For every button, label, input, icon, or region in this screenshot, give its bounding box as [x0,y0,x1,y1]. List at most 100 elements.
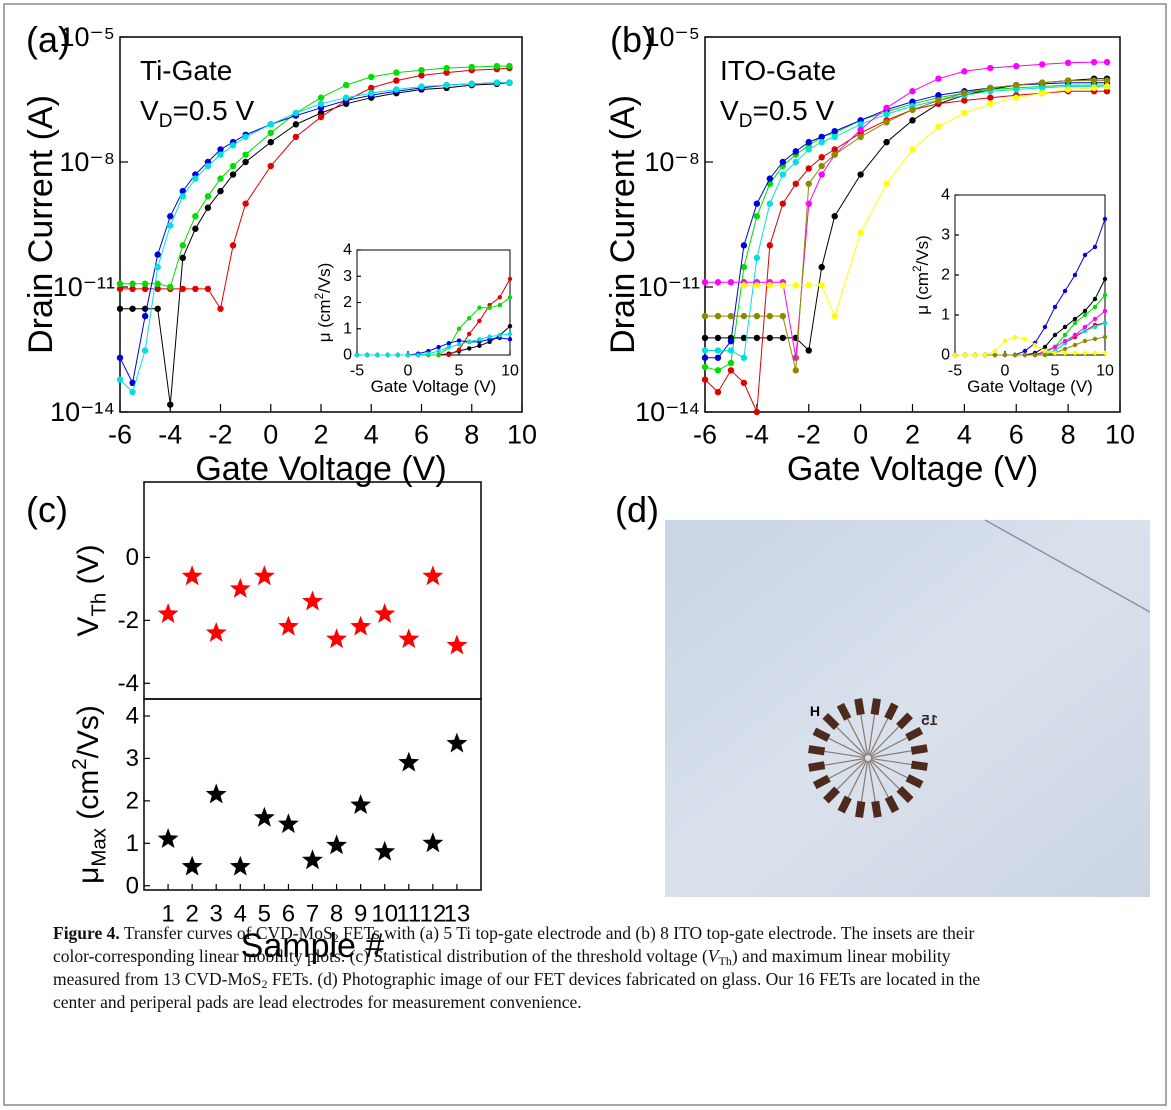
data-point [1038,89,1046,97]
electrode-wire [870,757,912,766]
data-point [1038,84,1046,92]
series-line [120,67,510,311]
caption-line: color-corresponding linear mobility plot… [53,945,980,968]
data-point [701,279,709,286]
caption-label: Figure 4. [53,923,120,943]
data-point [497,302,502,308]
data-point [1013,81,1020,89]
data-point [446,352,451,358]
data-point [317,100,325,107]
data-point [792,354,799,361]
data-point [992,352,998,358]
data-point [961,97,968,104]
data-point [753,334,761,342]
data-point [701,363,709,371]
axis-title-part: μ [72,867,105,884]
star-marker [157,603,179,623]
data-point [1092,336,1098,342]
data-point [1062,288,1068,294]
series-line [119,82,510,394]
x-axis-title: Sample # [241,927,385,965]
plot-frame [954,194,1106,356]
y-tick-label: 4 [126,702,139,729]
data-point [242,151,249,158]
data-point [1103,83,1111,90]
data-point [1042,344,1048,350]
data-point [740,354,748,361]
data-point [507,337,513,342]
data-point [354,352,360,358]
data-point [935,92,942,99]
data-point [141,280,149,287]
data-point [418,83,425,90]
photo-background [665,520,1150,897]
data-point [1102,276,1108,282]
electrode-pad [808,745,826,756]
y-tick-label: 10⁻¹⁴ [50,397,115,427]
axis-title-part: /Vs) [315,263,334,293]
data-point [935,123,942,130]
axis-title: VD=0.5 V [720,95,834,132]
electrode-wire [868,760,889,798]
data-point [1102,308,1108,314]
photo: (d) H 15 [615,489,1151,897]
data-point [805,146,812,153]
data-point [1042,324,1048,330]
data-point [497,295,502,300]
data-point [179,285,187,293]
star-marker [326,834,347,855]
star-marker [253,565,275,586]
data-point [192,285,199,293]
electrode-pad [910,744,928,755]
data-point [1090,84,1098,92]
axis-title-part: /Vs) [913,235,932,265]
star-marker [374,840,396,861]
axis-title-part: Max [89,828,111,867]
data-point [467,316,472,321]
data-point [1012,334,1018,340]
data-point [477,343,482,349]
series-line [357,333,511,356]
data-point [857,121,864,128]
data-point [1042,352,1048,358]
data-point [883,138,890,146]
data-point [507,295,513,300]
series-line [705,82,1107,359]
series-line [119,82,510,385]
caption-text: V [707,946,719,966]
y-axis-title: Drain Current (A) [604,95,642,354]
data-point [204,162,212,170]
star-marker [157,828,179,848]
data-point [1090,58,1098,66]
panel-label: (a) [26,19,70,60]
x-tick-label: 6 [1009,420,1024,450]
data-point [1032,342,1038,348]
data-point [831,151,838,158]
data-point [701,376,709,383]
series-line [704,90,1107,413]
data-point [229,162,237,170]
x-tick-label: 2 [313,420,328,450]
axis-title: VD=0.5 V [140,95,254,132]
series-line [705,86,1107,359]
data-point [242,133,249,141]
data-point [204,204,212,211]
data-point [1082,350,1088,356]
axis-title: μMax (cm2/Vs) [69,705,111,884]
y-tick-label: 2 [343,294,352,311]
data-point [961,89,968,97]
electrode-pad [910,760,928,771]
data-point [727,359,735,367]
data-point [727,347,735,354]
data-point [477,318,482,324]
data-point [179,187,187,195]
axis-title-part: μ (cm [913,272,932,315]
caption-text: 2 [261,977,268,991]
data-point [267,162,274,170]
x-tick-label: 9 [354,901,367,928]
data-point [468,63,475,71]
data-point [1082,312,1088,318]
data-point [179,193,187,200]
star-marker [181,565,203,586]
